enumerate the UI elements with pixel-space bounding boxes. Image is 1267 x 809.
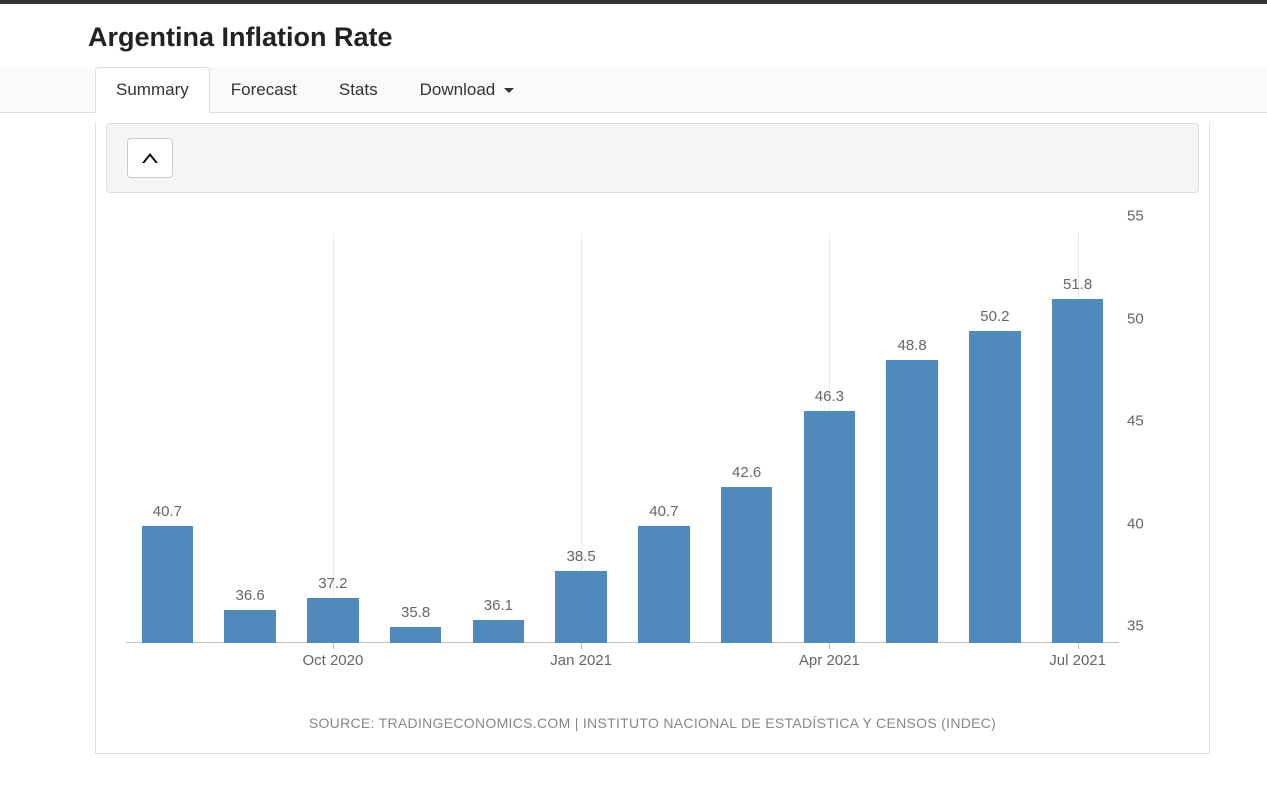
tab-forecast[interactable]: Forecast [210,67,318,112]
tab-label: Download [420,80,496,99]
y-tick-label: 40 [1127,515,1177,532]
y-tick-label: 45 [1127,413,1177,430]
bar-value-label: 48.8 [882,337,942,354]
x-tick-mark [829,643,830,649]
bar-value-label: 35.8 [386,604,446,621]
plot-area: Oct 2020Jan 2021Apr 2021Jul 202135404550… [126,233,1119,643]
tab-download[interactable]: Download [399,67,535,112]
y-tick-label: 55 [1127,208,1177,225]
chart-bar[interactable] [886,360,938,643]
chart-bar[interactable] [142,526,194,643]
chart-bar[interactable] [473,620,525,643]
x-tick-label: Oct 2020 [302,652,363,669]
bar-value-label: 50.2 [965,308,1025,325]
chart-bar[interactable] [555,571,607,643]
chart-bar[interactable] [307,598,359,643]
x-tick-mark [1078,643,1079,649]
bar-value-label: 38.5 [551,548,611,565]
y-tick-label: 50 [1127,310,1177,327]
chart-bar[interactable] [1052,299,1104,643]
x-tick-mark [581,643,582,649]
tabs-nav: Summary Forecast Stats Download [0,67,1267,113]
caret-down-icon [504,88,514,93]
bar-value-label: 36.1 [468,597,528,614]
chart-bar[interactable] [638,526,690,643]
page-header: Argentina Inflation Rate [0,4,1267,68]
bar-value-label: 40.7 [137,503,197,520]
chart-panel: Oct 2020 Jan 2021 Apr 2021 Jul 2021 35 40 45 50… [95,123,1210,754]
chart-bar[interactable] [390,627,442,643]
chart-bar[interactable] [721,487,773,643]
chevron-up-icon [142,153,158,163]
tab-label: Stats [339,80,378,99]
bar-value-label: 42.6 [717,464,777,481]
bar-value-label: 37.2 [303,575,363,592]
bar-value-label: 51.8 [1048,276,1108,293]
bar-value-label: 40.7 [634,503,694,520]
tab-label: Summary [116,80,189,99]
tab-summary[interactable]: Summary [95,67,210,113]
collapse-button[interactable] [127,138,173,178]
x-tick-label: Apr 2021 [799,652,860,669]
chart-area: Oct 2020 Jan 2021 Apr 2021 Jul 2021 35 40 45 50… [116,233,1189,703]
chart-bar[interactable] [804,411,856,643]
bar-value-label: 36.6 [220,587,280,604]
chart-bar[interactable] [224,610,276,643]
y-tick-label: 35 [1127,618,1177,635]
chart-bar[interactable] [969,331,1021,643]
tab-label: Forecast [231,80,297,99]
x-tick-label: Jan 2021 [550,652,612,669]
x-tick-label: Jul 2021 [1049,652,1106,669]
tab-stats[interactable]: Stats [318,67,399,112]
collapse-toolbar [106,123,1199,193]
page-title: Argentina Inflation Rate [88,22,1267,53]
chart-source: SOURCE: TRADINGECONOMICS.COM | INSTITUTO… [96,715,1209,731]
x-tick-mark [333,643,334,649]
bar-value-label: 46.3 [799,388,859,405]
